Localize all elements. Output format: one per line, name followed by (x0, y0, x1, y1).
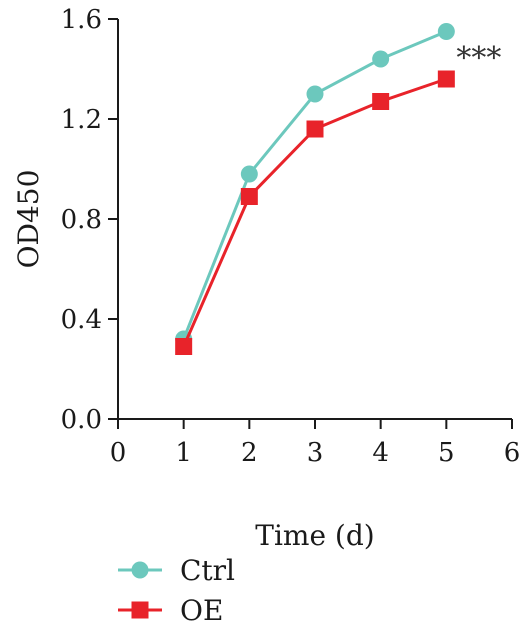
data-point (306, 85, 324, 103)
y-tick-label: 0.4 (61, 305, 102, 335)
data-point (240, 165, 258, 183)
x-tick-label: 0 (110, 438, 127, 468)
y-tick-label: 0.8 (61, 205, 102, 235)
chart-annotations: *** (456, 41, 501, 76)
y-axis-title: OD450 (12, 170, 45, 269)
x-tick-label: 6 (504, 438, 520, 468)
chart-legend: Ctrl OE (118, 554, 235, 627)
x-tick-label: 1 (175, 438, 192, 468)
data-point (240, 188, 258, 205)
data-point (437, 23, 455, 40)
data-point (372, 93, 390, 110)
legend-item-ctrl: Ctrl (118, 554, 235, 587)
y-tick-label: 0.0 (61, 405, 102, 435)
series-ctrl (175, 23, 455, 348)
x-tick-label: 5 (438, 438, 455, 468)
chart-axes: 0.0 0.4 0.8 1.2 1.6 0 1 2 3 4 5 6 (61, 5, 520, 468)
legend-marker (131, 601, 149, 619)
series-line (182, 77, 447, 348)
x-tick-label: 2 (241, 438, 258, 468)
data-point (372, 50, 390, 68)
x-tick-label: 3 (307, 438, 324, 468)
series-line (182, 30, 447, 340)
y-tick-label: 1.2 (61, 105, 102, 135)
series-oe (175, 70, 455, 355)
data-point (175, 338, 193, 355)
legend-label: Ctrl (180, 554, 235, 587)
x-tick-label: 4 (372, 438, 389, 468)
data-point (306, 120, 324, 138)
chart-series (175, 23, 455, 355)
legend-label: OE (180, 594, 223, 627)
x-axis-title: Time (d) (255, 519, 374, 552)
significance-marker: *** (456, 41, 501, 76)
y-tick-label: 1.6 (61, 5, 102, 35)
data-point (437, 70, 455, 88)
legend-item-oe: OE (118, 594, 223, 627)
legend-marker (131, 561, 149, 579)
